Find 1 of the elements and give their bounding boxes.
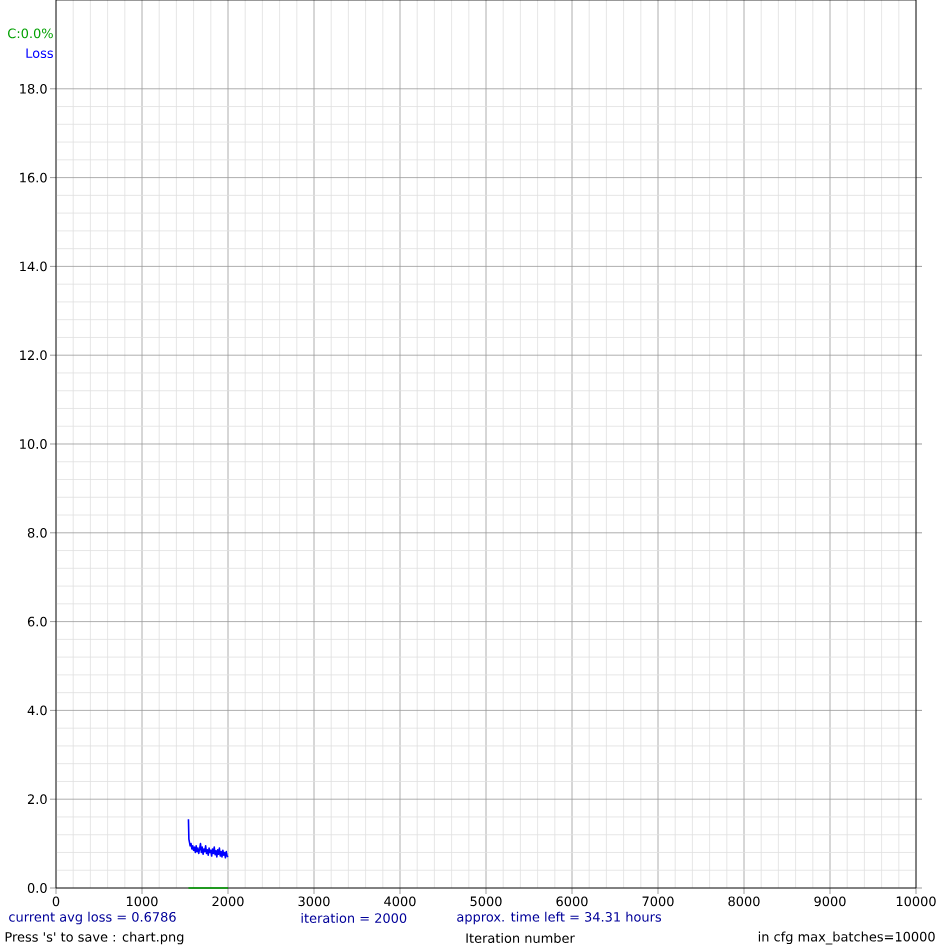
line-series [187,818,229,859]
